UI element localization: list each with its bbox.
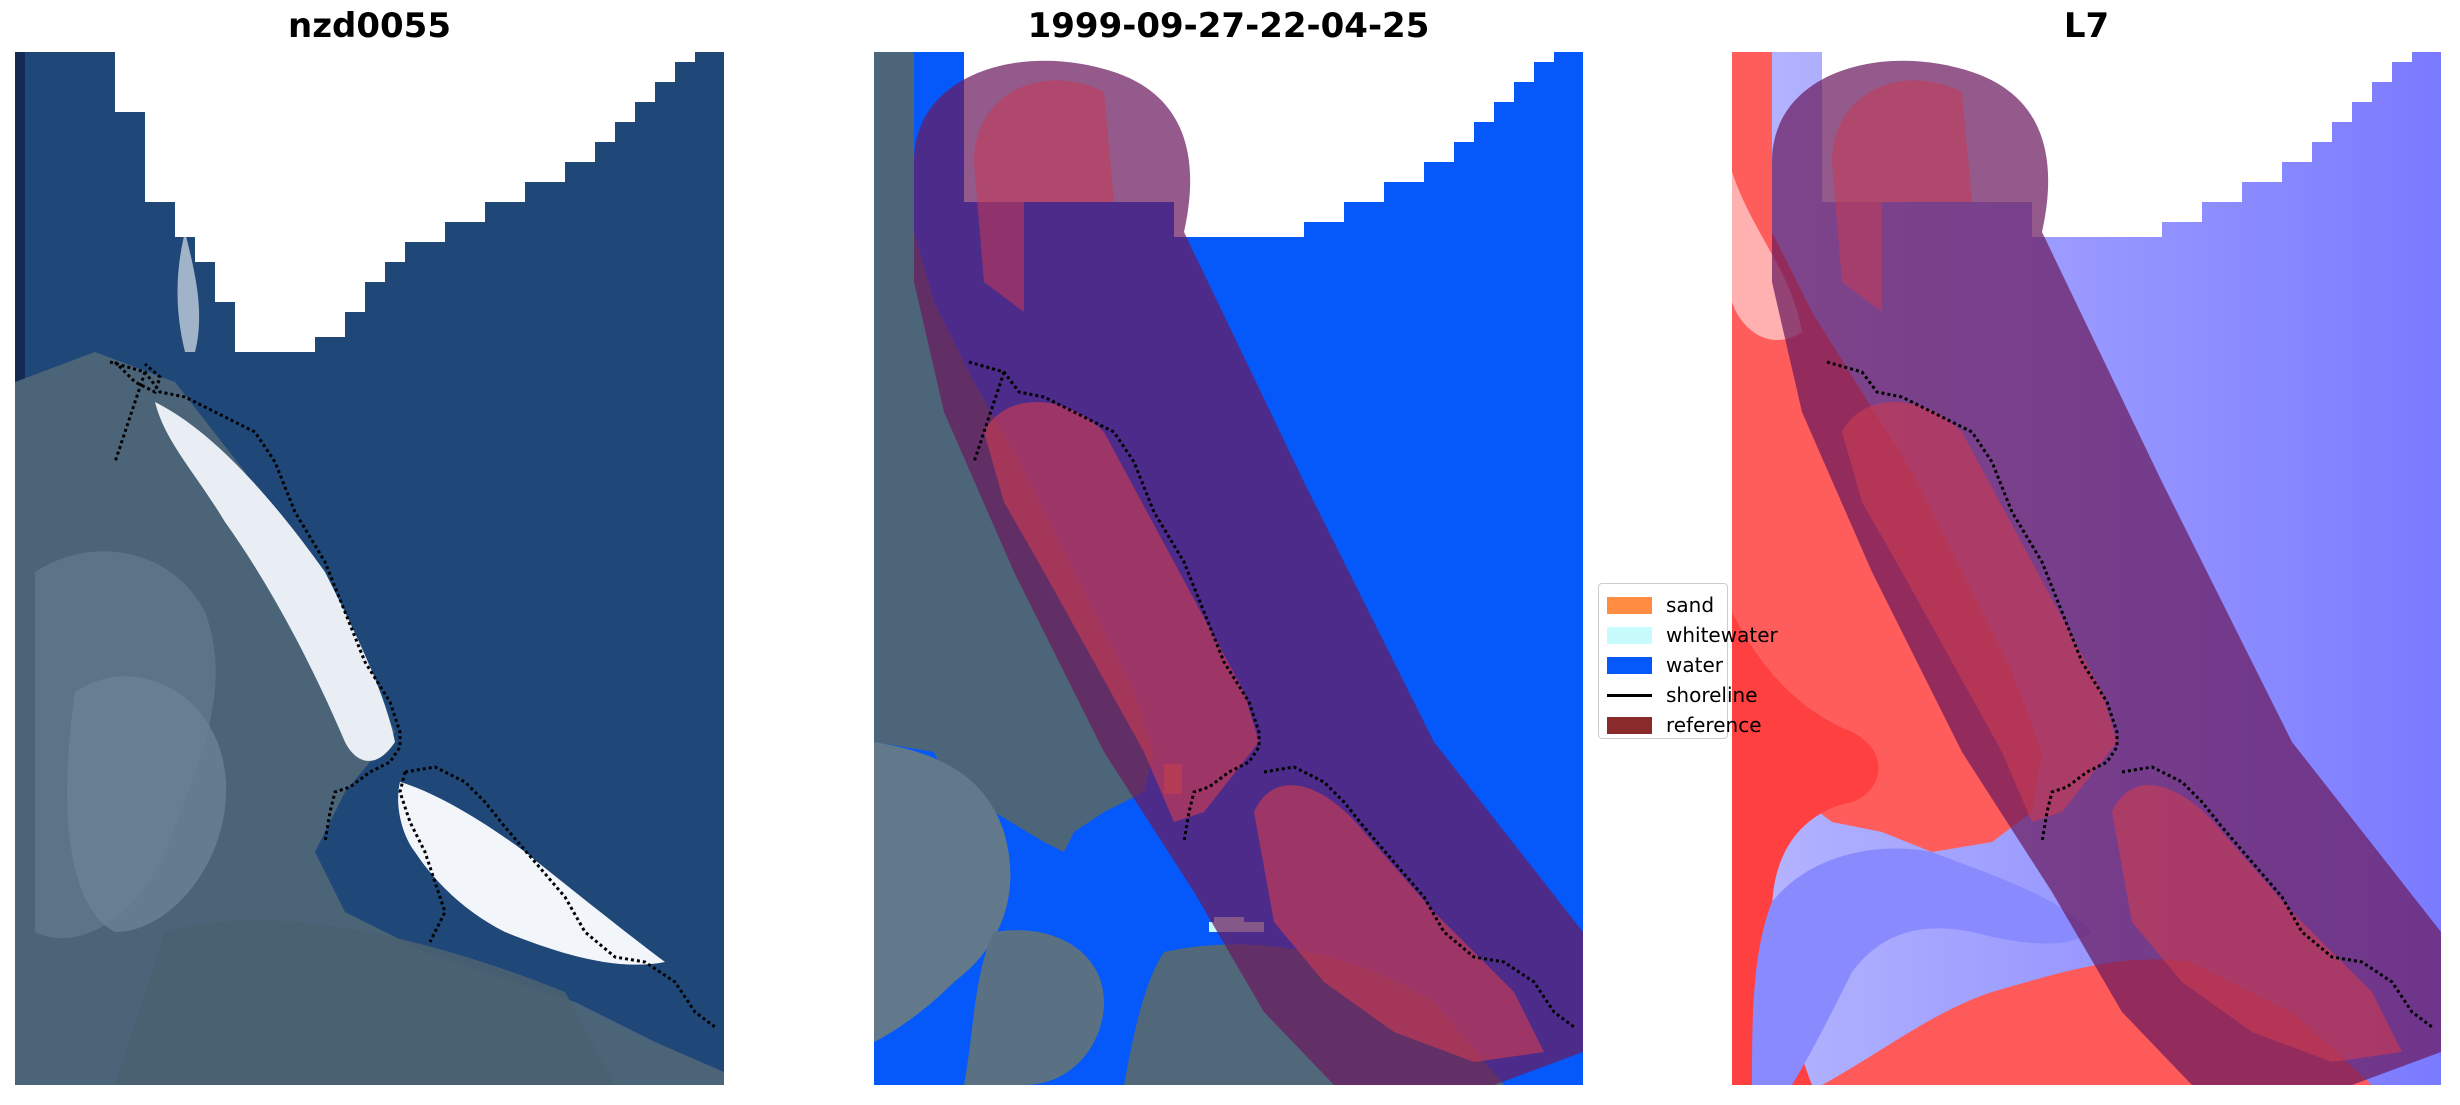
legend-item-reference: reference bbox=[1607, 710, 1762, 740]
legend-clip-edge bbox=[1732, 583, 1734, 739]
legend-item-sand: sand bbox=[1607, 590, 1727, 620]
panel-title-rgb: nzd0055 bbox=[288, 6, 451, 46]
whitewater-swatch bbox=[1607, 626, 1652, 644]
legend-item-shoreline: shoreline bbox=[1607, 680, 1758, 710]
water-swatch bbox=[1607, 656, 1652, 674]
legend-item-water: water bbox=[1607, 650, 1727, 680]
panel-title-index: L7 bbox=[2063, 6, 2110, 46]
legend-label: sand bbox=[1666, 593, 1715, 617]
panel-title-classification: 1999-09-27-22-04-25 bbox=[1027, 6, 1430, 46]
sand-swatch bbox=[1607, 596, 1652, 614]
rgb-image-panel bbox=[15, 52, 724, 1085]
legend-label: whitewater bbox=[1666, 623, 1778, 647]
legend-label: reference bbox=[1666, 713, 1762, 737]
legend-item-whitewater: whitewater bbox=[1607, 620, 1778, 650]
legend-label: shoreline bbox=[1666, 683, 1758, 707]
index-panel bbox=[1732, 52, 2441, 1085]
classification-image bbox=[874, 52, 1583, 1085]
rgb-satellite-image bbox=[15, 52, 724, 1085]
classification-panel bbox=[874, 52, 1583, 1085]
shoreline-line-icon bbox=[1607, 693, 1652, 697]
legend-label: water bbox=[1666, 653, 1723, 677]
legend: sand whitewater water shoreline referenc… bbox=[1598, 583, 1778, 740]
index-image bbox=[1732, 52, 2441, 1085]
reference-swatch bbox=[1607, 716, 1652, 734]
